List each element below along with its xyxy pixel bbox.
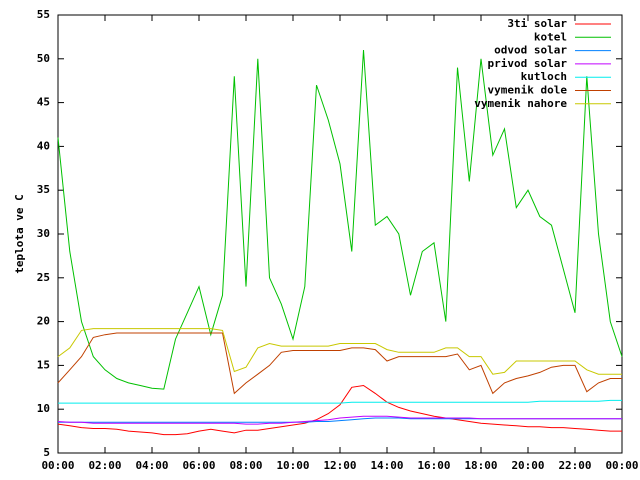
- legend-label: vymenik nahore: [474, 97, 567, 110]
- series-line: [58, 399, 622, 404]
- legend-label: privod solar: [488, 57, 568, 70]
- x-tick-label: 02:00: [88, 459, 121, 472]
- x-tick-label: 00:00: [41, 459, 74, 472]
- y-tick-label: 40: [37, 139, 50, 152]
- y-tick-label: 5: [43, 446, 50, 459]
- x-tick-label: 20:00: [511, 459, 544, 472]
- x-tick-label: 12:00: [323, 459, 356, 472]
- x-tick-label: 16:00: [417, 459, 450, 472]
- series-line: [57, 328, 622, 375]
- y-tick-label: 45: [37, 96, 50, 109]
- series-line: [57, 49, 623, 390]
- legend-label: kotel: [534, 30, 567, 43]
- y-tick-label: 10: [37, 402, 50, 415]
- legend-label: vymenik dole: [488, 84, 568, 97]
- x-tick-label: 08:00: [229, 459, 262, 472]
- x-tick-label: 10:00: [276, 459, 309, 472]
- y-tick-label: 30: [37, 227, 50, 240]
- x-tick-label: 04:00: [135, 459, 168, 472]
- series-line: [57, 415, 622, 425]
- y-tick-label: 20: [37, 315, 50, 328]
- y-tick-label: 50: [37, 52, 50, 65]
- y-tick-label: 35: [37, 183, 50, 196]
- series-line: [57, 332, 622, 395]
- legend-label: odvod solar: [494, 44, 567, 57]
- y-tick-label: 55: [37, 8, 50, 21]
- y-tick-label: 15: [37, 358, 50, 371]
- x-tick-label: 14:00: [370, 459, 403, 472]
- legend-label: 3ti solar: [507, 17, 567, 30]
- y-axis-label: teplota ve C: [13, 194, 26, 273]
- series-line: [57, 384, 622, 436]
- y-tick-label: 25: [37, 271, 50, 284]
- x-tick-label: 22:00: [558, 459, 591, 472]
- legend-label: kutloch: [521, 70, 567, 83]
- x-tick-label: 06:00: [182, 459, 215, 472]
- x-tick-label: 00:00: [605, 459, 638, 472]
- x-tick-label: 18:00: [464, 459, 497, 472]
